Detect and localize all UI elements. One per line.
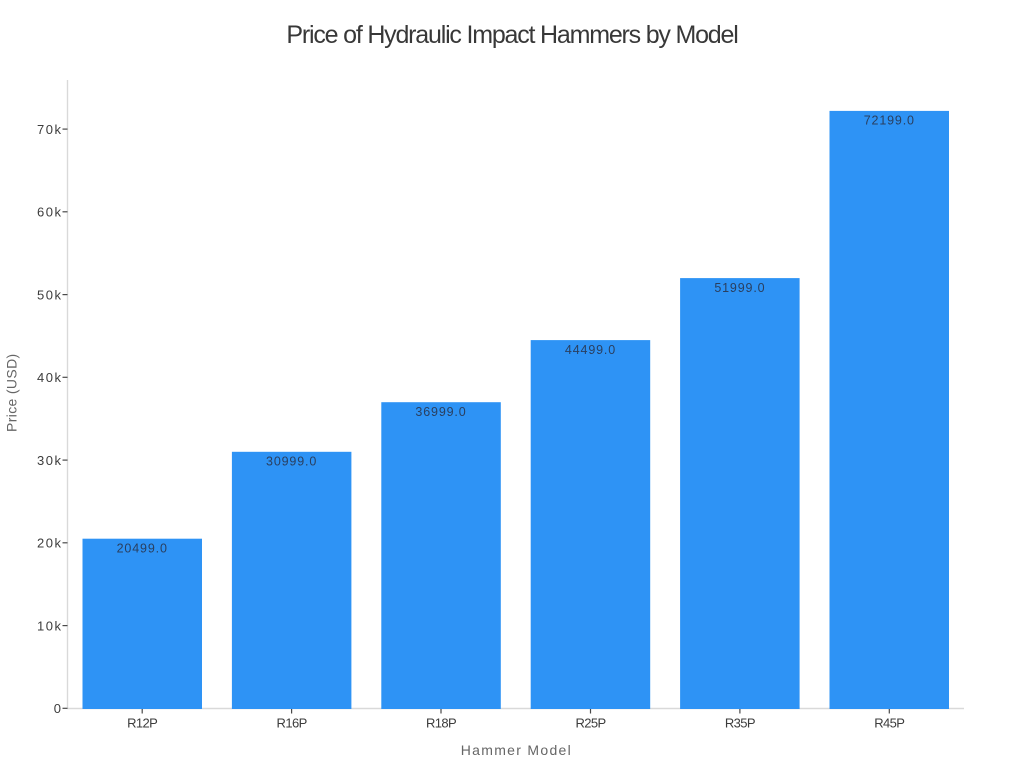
svg-text:44499.0: 44499.0: [565, 343, 616, 357]
svg-text:40k: 40k: [37, 370, 62, 385]
svg-text:R18P: R18P: [426, 716, 456, 731]
svg-text:36999.0: 36999.0: [415, 405, 466, 419]
svg-text:0: 0: [54, 701, 61, 716]
svg-text:50k: 50k: [37, 287, 62, 302]
svg-text:R35P: R35P: [725, 716, 755, 731]
svg-text:30999.0: 30999.0: [266, 455, 317, 469]
svg-text:Price (USD): Price (USD): [4, 353, 20, 432]
svg-text:Price of Hydraulic Impact Hamm: Price of Hydraulic Impact Hammers by Mod…: [286, 21, 737, 49]
svg-text:Hammer Model: Hammer Model: [461, 742, 572, 758]
svg-text:20k: 20k: [37, 536, 62, 551]
svg-text:72199.0: 72199.0: [864, 114, 915, 128]
svg-text:51999.0: 51999.0: [714, 281, 765, 295]
svg-text:R45P: R45P: [874, 716, 904, 731]
svg-text:R25P: R25P: [575, 716, 605, 731]
svg-text:R16P: R16P: [277, 716, 307, 731]
svg-text:30k: 30k: [37, 453, 62, 468]
svg-text:70k: 70k: [37, 122, 62, 137]
svg-text:60k: 60k: [37, 205, 62, 220]
svg-text:20499.0: 20499.0: [117, 542, 168, 556]
svg-text:10k: 10k: [37, 618, 62, 633]
svg-text:R12P: R12P: [127, 716, 157, 731]
